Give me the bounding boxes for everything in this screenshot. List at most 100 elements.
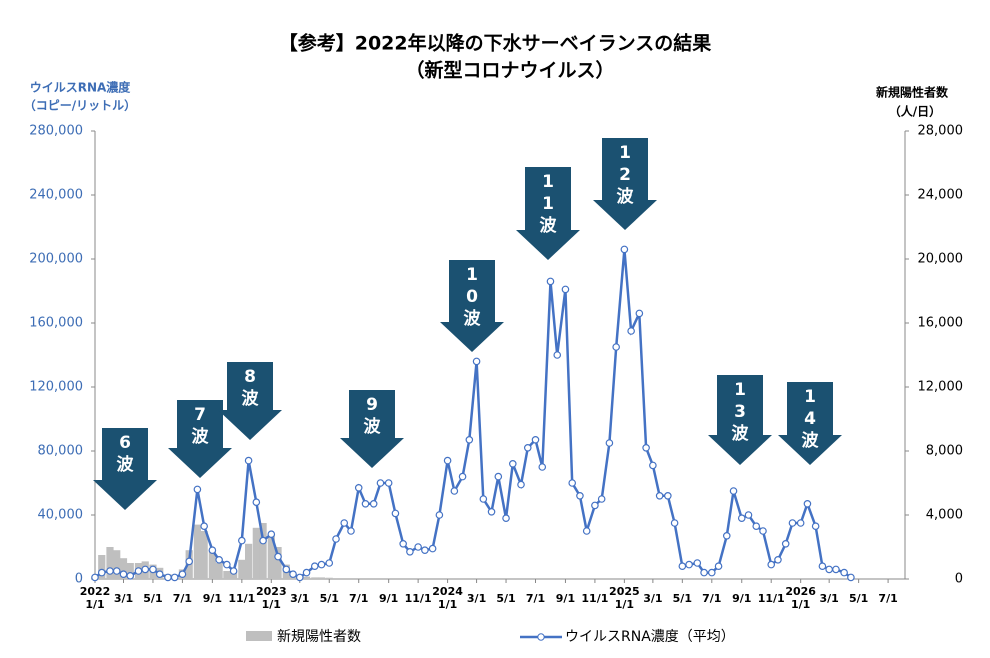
- bar: [244, 543, 253, 579]
- x-tick-label: 3/1: [820, 592, 839, 605]
- point: [752, 522, 761, 531]
- y2-tick-label: 20,000: [918, 252, 964, 267]
- point: [649, 461, 657, 470]
- x-tick-label: 2024 1/1: [432, 585, 463, 611]
- point: [282, 565, 291, 574]
- point: [729, 487, 738, 495]
- y-tick-label: 40,000: [38, 508, 84, 523]
- bar: [200, 531, 208, 579]
- point: [803, 499, 812, 508]
- x-tick-label: 2023 1/1: [256, 585, 287, 611]
- y2-axis-label: 新規陽性者数: [876, 85, 949, 100]
- point: [832, 565, 840, 574]
- point: [295, 573, 304, 582]
- point: [759, 527, 767, 535]
- point: [376, 479, 385, 487]
- bar: [126, 563, 134, 579]
- point: [818, 562, 827, 571]
- point: [655, 491, 664, 500]
- bar: [325, 577, 333, 579]
- bar: [208, 550, 216, 579]
- bar: [113, 550, 121, 579]
- bar: [274, 547, 282, 579]
- bar: [238, 559, 246, 579]
- point: [767, 560, 776, 569]
- wave-arrow: [440, 260, 504, 352]
- point: [126, 571, 135, 580]
- point: [428, 544, 437, 553]
- x-tick-label: 11/1: [405, 592, 432, 605]
- point: [200, 522, 208, 531]
- point: [208, 546, 217, 555]
- point: [369, 499, 378, 508]
- point: [582, 527, 591, 535]
- x-tick-label: 11/1: [228, 592, 255, 605]
- wave-arrow: [168, 400, 232, 478]
- point: [97, 568, 106, 577]
- point: [134, 567, 143, 575]
- x-tick-label: 3/1: [643, 592, 662, 605]
- point: [781, 539, 790, 548]
- point: [678, 562, 687, 571]
- y2-tick-label: 28,000: [918, 124, 964, 139]
- point: [472, 357, 481, 366]
- point: [106, 567, 114, 575]
- point: [458, 472, 467, 481]
- x-tick-label: 5/1: [143, 592, 162, 605]
- point: [354, 483, 363, 492]
- point: [399, 539, 407, 548]
- legend-swatch: [246, 631, 272, 641]
- point: [825, 565, 833, 574]
- y-tick-label: 80,000: [38, 444, 84, 459]
- x-tick-label: 2025 1/1: [609, 585, 640, 611]
- point: [774, 555, 782, 564]
- point: [238, 536, 246, 545]
- y-tick-label: 200,000: [29, 252, 83, 267]
- chart-title: 【参考】2022年以降の下水サーベイランスの結果: [279, 32, 712, 55]
- bar: [252, 527, 260, 579]
- point: [700, 568, 708, 577]
- y-axis-label: （コピー/リットル）: [24, 98, 136, 113]
- y-tick-label: 280,000: [29, 124, 83, 139]
- point: [193, 485, 202, 494]
- y2-tick-label: 24,000: [918, 188, 964, 203]
- bar: [317, 577, 326, 579]
- x-tick-label: 9/1: [732, 592, 751, 605]
- point: [487, 507, 496, 516]
- point: [302, 568, 311, 577]
- y-tick-label: 240,000: [29, 188, 83, 203]
- point: [274, 552, 282, 561]
- point: [215, 555, 223, 564]
- point: [605, 439, 614, 447]
- bar: [311, 577, 319, 579]
- x-tick-label: 11/1: [581, 592, 608, 605]
- point: [384, 479, 393, 487]
- y2-tick-label: 8,000: [926, 444, 963, 459]
- wave-arrow: [708, 375, 772, 465]
- bar: [267, 534, 275, 579]
- point: [252, 498, 261, 507]
- point: [538, 463, 547, 471]
- point: [149, 565, 157, 574]
- point: [332, 535, 340, 543]
- point: [523, 443, 532, 452]
- x-tick-label: 7/1: [173, 592, 192, 605]
- point: [635, 309, 644, 318]
- x-tick-label: 11/1: [758, 592, 785, 605]
- x-tick-label: 9/1: [379, 592, 398, 605]
- x-tick-label: 2026 1/1: [785, 585, 816, 611]
- point: [502, 514, 510, 523]
- x-tick-label: 5/1: [320, 592, 339, 605]
- y2-tick-label: 4,000: [926, 508, 963, 523]
- point: [597, 495, 606, 503]
- point: [406, 547, 414, 556]
- point: [744, 511, 753, 519]
- point: [670, 519, 679, 527]
- y-tick-label: 0: [75, 572, 83, 587]
- legend-label: 新規陽性者数: [277, 629, 361, 645]
